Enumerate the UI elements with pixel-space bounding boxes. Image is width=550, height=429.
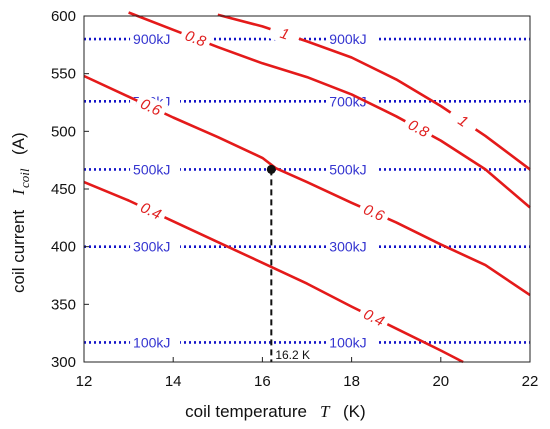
efficiency-contours: 0.40.40.60.60.80.811 xyxy=(83,11,531,364)
y-tick-label: 400 xyxy=(51,239,76,256)
y-axis-title: coil current xyxy=(9,210,28,293)
energy-label: 700kJ xyxy=(329,93,366,109)
x-tick-label: 18 xyxy=(343,373,360,390)
x-tick-label: 22 xyxy=(522,373,539,390)
x-axis-symbol: T xyxy=(320,402,331,421)
energy-label: 300kJ xyxy=(133,239,170,255)
y-tick-label: 550 xyxy=(51,66,76,83)
plot-frame xyxy=(83,15,531,363)
contour-label-background xyxy=(356,302,392,333)
contour-label-group: 1 xyxy=(445,105,481,137)
energy-label: 500kJ xyxy=(133,161,170,177)
contour-label-background xyxy=(401,113,436,144)
y-tick-label: 450 xyxy=(51,181,76,198)
axis-ticks: 12 14 16 18 20 22 300 350 400 450 500 550 600 xyxy=(51,8,538,390)
y-axis-title-group: coil current I coil (A) xyxy=(9,132,32,293)
energy-label-background xyxy=(130,31,181,48)
contour-label-group: 0.8 xyxy=(401,113,436,144)
energy-label-background xyxy=(326,93,377,110)
y-axis-unit: (A) xyxy=(9,132,28,155)
energy-label: 300kJ xyxy=(329,239,366,255)
energy-lines: 100kJ100kJ300kJ300kJ500kJ500kJ700kJ700kJ… xyxy=(84,31,530,351)
contour-label-group: 0.4 xyxy=(356,302,392,333)
operating-point-marker xyxy=(266,164,276,174)
x-axis-unit: (K) xyxy=(343,402,366,421)
contour-label-background xyxy=(445,105,481,137)
contour-label-group: 0.8 xyxy=(178,24,213,53)
contour-label-background xyxy=(267,20,302,48)
energy-label: 900kJ xyxy=(329,31,366,47)
energy-label-background xyxy=(130,238,181,255)
contour-label-background xyxy=(133,196,169,226)
contour-label-group: 0.6 xyxy=(356,198,392,227)
y-axis-symbol-subscript: coil xyxy=(17,168,32,188)
y-tick-label: 350 xyxy=(51,296,76,313)
contour-label-background xyxy=(133,92,169,122)
energy-label-background xyxy=(326,238,377,255)
x-tick-label: 12 xyxy=(76,373,93,390)
energy-label: 900kJ xyxy=(133,31,170,47)
x-axis-title: coil temperature xyxy=(185,402,307,421)
x-tick-label: 20 xyxy=(432,373,449,390)
y-tick-label: 600 xyxy=(51,8,76,25)
contour-label: 0.8 xyxy=(183,27,209,51)
energy-label-background xyxy=(130,161,181,178)
contour-label-group: 1 xyxy=(267,20,302,48)
energy-label: 100kJ xyxy=(329,334,366,350)
energy-label-background xyxy=(326,31,377,48)
contour-line xyxy=(217,13,531,171)
y-axis-symbol: I xyxy=(9,188,28,196)
x-tick-label: 14 xyxy=(165,373,182,390)
contour-label-background xyxy=(178,24,213,53)
operating-point: 16.2 K xyxy=(266,164,310,362)
energy-label: 100kJ xyxy=(133,334,170,350)
energy-label-background xyxy=(326,334,377,351)
y-tick-label: 500 xyxy=(51,123,76,140)
energy-label: 500kJ xyxy=(329,161,366,177)
contour-label-background xyxy=(356,198,392,227)
x-tick-label: 16 xyxy=(254,373,271,390)
contour-line xyxy=(83,74,531,297)
operating-point-label: 16.2 K xyxy=(275,348,310,362)
energy-label-background xyxy=(130,334,181,351)
y-tick-label: 300 xyxy=(51,354,76,371)
contour-label-group: 0.4 xyxy=(133,196,169,226)
energy-label-background xyxy=(326,161,377,178)
